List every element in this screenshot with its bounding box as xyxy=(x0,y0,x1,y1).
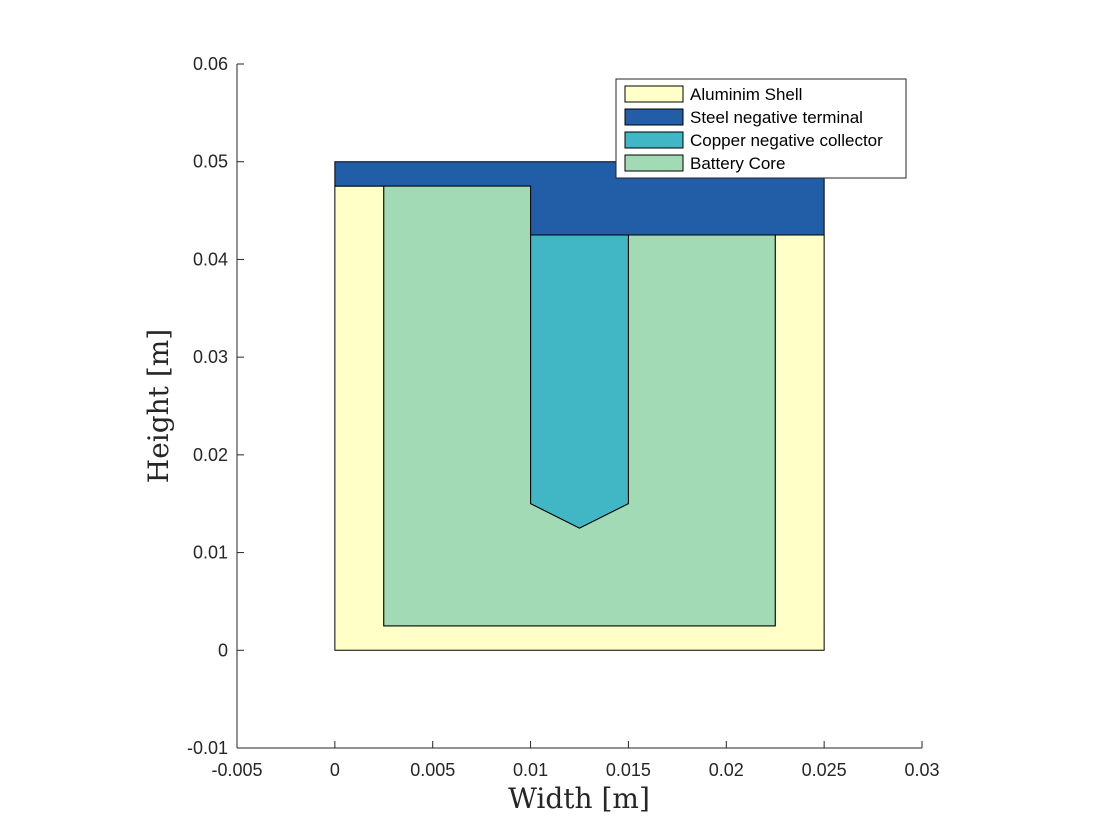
legend-label: Steel negative terminal xyxy=(690,108,863,127)
region-battery-core xyxy=(383,185,776,627)
y-tick-label: 0.02 xyxy=(193,445,228,465)
x-tick-label: 0.025 xyxy=(802,760,847,780)
y-tick-label: 0.05 xyxy=(193,152,228,172)
x-tick-label: -0.005 xyxy=(211,760,262,780)
y-tick-label: 0.03 xyxy=(193,347,228,367)
legend-label: Copper negative collector xyxy=(690,131,883,150)
axes-layer: -0.005 0 0.005 0.01 0.015 0.02 0.025 0.03 -0.01 0… xyxy=(187,54,940,780)
y-tick-label: 0 xyxy=(218,640,228,660)
x-tick-label: 0 xyxy=(330,760,340,780)
x-axis-title: Width [m] xyxy=(508,782,650,815)
y-tick-label: -0.01 xyxy=(187,738,228,758)
x-tick-label: 0.015 xyxy=(606,760,651,780)
legend-swatch xyxy=(624,131,684,149)
x-tick-label: 0.005 xyxy=(410,760,455,780)
legend-label: Battery Core xyxy=(690,154,785,173)
x-tick-label: 0.01 xyxy=(513,760,548,780)
region-copper-negative-collector xyxy=(530,234,629,529)
legend-label: Aluminim Shell xyxy=(690,85,802,104)
legend-swatch xyxy=(624,154,684,172)
x-tick-label: 0.02 xyxy=(709,760,744,780)
legend-swatch xyxy=(624,108,684,126)
y-tick-label: 0.01 xyxy=(193,543,228,563)
legend: Aluminim Shell Steel negative terminal Cop… xyxy=(615,78,907,179)
y-axis-title: Height [m] xyxy=(142,329,175,483)
regions-layer xyxy=(334,161,825,651)
y-tick-label: 0.04 xyxy=(193,249,228,269)
legend-swatch xyxy=(624,85,684,103)
x-tick-label: 0.03 xyxy=(904,760,939,780)
y-tick-label: 0.06 xyxy=(193,54,228,74)
